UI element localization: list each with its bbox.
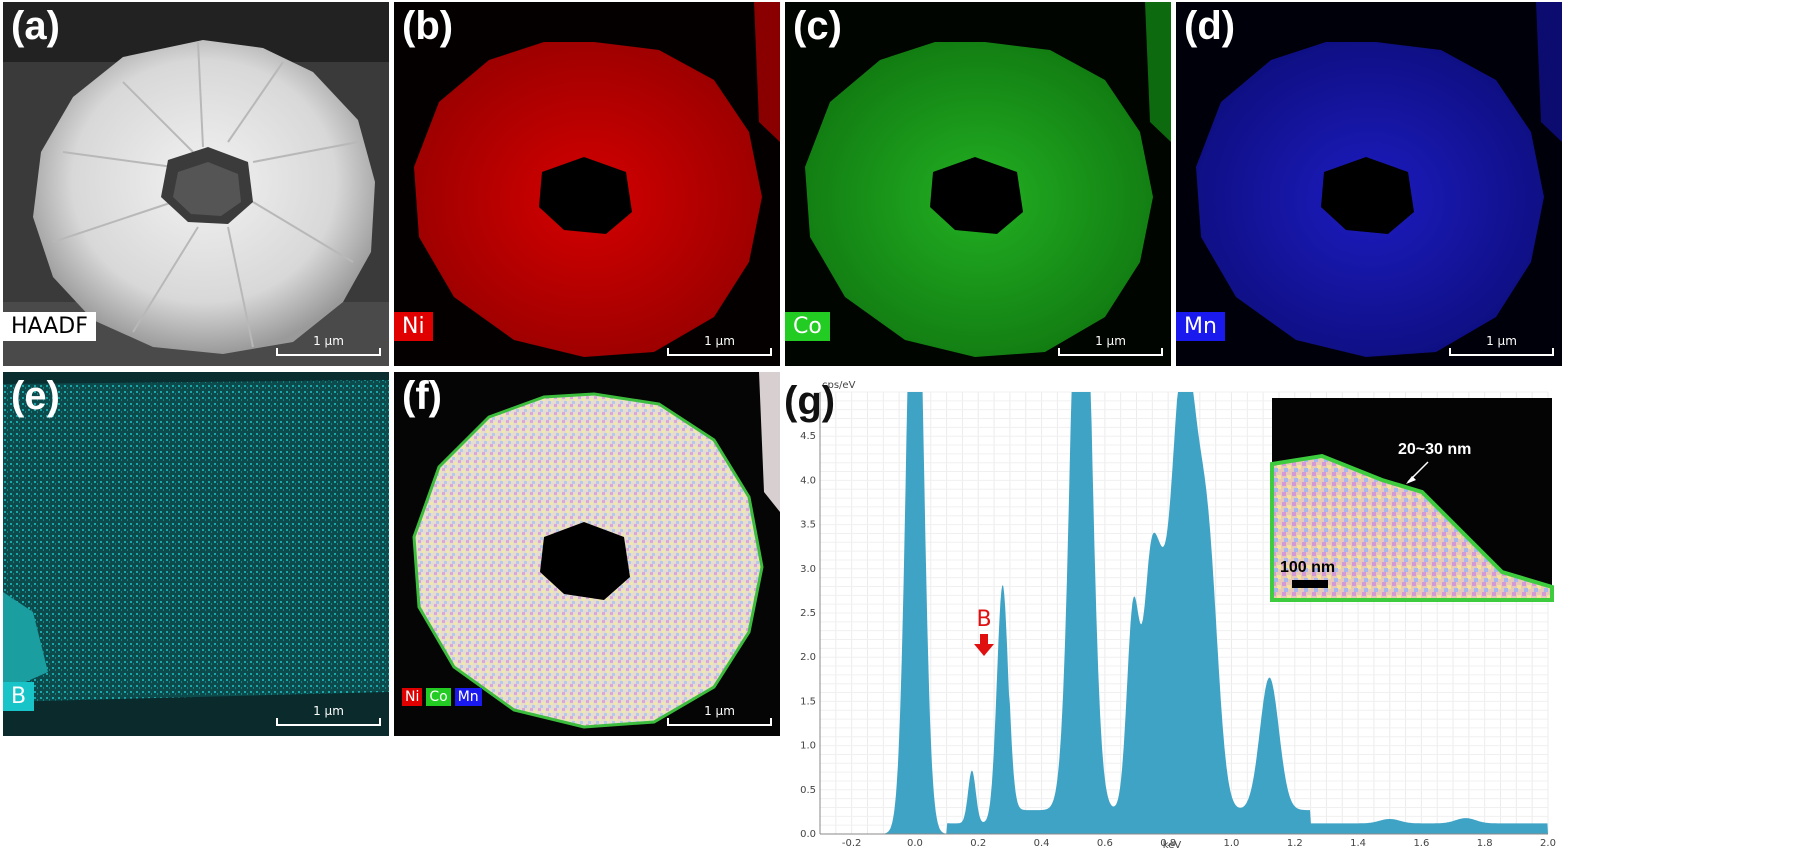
scale-text-d: 1 μm (1486, 334, 1517, 348)
panel-f-label: (f) (402, 374, 442, 418)
y-tick-label: 3.5 (800, 520, 816, 531)
panel-d-label: (d) (1184, 4, 1236, 48)
inset-image: 20~30 nm 100 nm (1270, 398, 1554, 602)
scale-text-a: 1 μm (313, 334, 344, 348)
scale-text-f: 1 μm (704, 704, 735, 718)
y-tick-label: 1.0 (800, 741, 816, 752)
legend-ni: Ni (402, 688, 423, 706)
overlay-elemental-map (394, 372, 780, 736)
y-tick-label: 4.5 (800, 431, 816, 442)
panel-e-b-map: (e) B 1 μm (3, 372, 389, 736)
b-elemental-map (3, 372, 389, 736)
y-tick-label: 1.5 (800, 696, 816, 707)
scale-bar-b: 1 μm (667, 334, 772, 360)
x-tick-label: 1.6 (1413, 838, 1429, 849)
x-tick-label: 0.8 (1160, 838, 1176, 849)
co-elemental-map (785, 2, 1171, 366)
boron-arrow-icon (974, 634, 994, 656)
x-tick-label: 0.4 (1034, 838, 1050, 849)
x-tick-label: -0.2 (842, 838, 862, 849)
scale-bar-d: 1 μm (1449, 334, 1554, 360)
y-tick-labels: 0.0 0.5 1.0 1.5 2.0 2.5 3.0 3.5 4.0 4.5 (800, 431, 816, 840)
scale-text-c: 1 μm (1095, 334, 1126, 348)
channel-label-co: Co (785, 312, 830, 341)
panel-c-label: (c) (793, 4, 842, 48)
panel-g-eds-spectrum: -0.2 0.0 0.2 0.4 0.6 0.8 1.0 1.2 1.4 1.6 1.8 2.0 0.… (782, 372, 1558, 852)
channel-label-haadf: HAADF (3, 312, 96, 341)
y-tick-label: 2.0 (800, 652, 816, 663)
x-tick-label: 1.4 (1350, 838, 1366, 849)
x-tick-label: 0.0 (907, 838, 923, 849)
panel-g-label: (g) (784, 379, 835, 423)
y-tick-label: 0.5 (800, 785, 816, 796)
inset-thickness-label: 20~30 nm (1398, 441, 1471, 458)
channel-label-b: B (3, 682, 35, 711)
boron-annotation: B (976, 607, 991, 632)
spectrum-area (820, 392, 1548, 834)
x-tick-label: 2.0 (1540, 838, 1556, 849)
inset-arrow-icon (1406, 476, 1416, 484)
x-tick-label: 1.2 (1287, 838, 1303, 849)
channel-label-mn: Mn (1176, 312, 1225, 341)
x-tick-labels: -0.2 0.0 0.2 0.4 0.6 0.8 1.0 1.2 1.4 1.6 1.8 2.0 (842, 838, 1556, 849)
y-unit-label: cps/eV (822, 380, 856, 391)
panel-d-mn-map: (d) Mn 1 μm (1176, 2, 1562, 366)
x-tick-label: 0.2 (970, 838, 986, 849)
y-tick-label: 4.0 (800, 475, 816, 486)
y-tick-label: 2.5 (800, 608, 816, 619)
x-tick-label: 1.0 (1224, 838, 1240, 849)
legend-mn: Mn (454, 688, 482, 706)
mn-elemental-map (1176, 2, 1562, 366)
inset-scale-label: 100 nm (1280, 559, 1335, 576)
overlay-legend: Ni Co Mn (402, 688, 482, 706)
scale-text-b: 1 μm (704, 334, 735, 348)
x-tick-label: 1.8 (1477, 838, 1493, 849)
y-tick-label: 0.0 (800, 829, 816, 840)
x-unit-label: keV (1163, 840, 1182, 851)
scale-bar-c: 1 μm (1058, 334, 1163, 360)
panel-a-label: (a) (11, 4, 60, 48)
panel-a-haadf-image: (a) HAADF 1 μm (3, 2, 389, 366)
panel-c-co-map: (c) Co 1 μm (785, 2, 1171, 366)
scale-bar-e: 1 μm (276, 704, 381, 730)
haadf-particle-image (3, 2, 389, 366)
eds-spectrum-chart: -0.2 0.0 0.2 0.4 0.6 0.8 1.0 1.2 1.4 1.6 1.8 2.0 0.… (784, 379, 1556, 851)
scale-text-e: 1 μm (313, 704, 344, 718)
inset-scale-bar (1292, 580, 1328, 588)
panel-e-label: (e) (11, 374, 60, 418)
scale-bar-a: 1 μm (276, 334, 381, 360)
scale-bar-f: 1 μm (667, 704, 772, 730)
y-tick-label: 3.0 (800, 564, 816, 575)
panel-b-label: (b) (402, 4, 454, 48)
channel-label-ni: Ni (394, 312, 433, 341)
x-tick-label: 0.6 (1097, 838, 1113, 849)
panel-f-overlay-map: (f) Ni Co Mn 1 μm (394, 372, 780, 736)
legend-co: Co (426, 688, 451, 706)
ni-elemental-map (394, 2, 780, 366)
panel-b-ni-map: (b) Ni 1 μm (394, 2, 780, 366)
